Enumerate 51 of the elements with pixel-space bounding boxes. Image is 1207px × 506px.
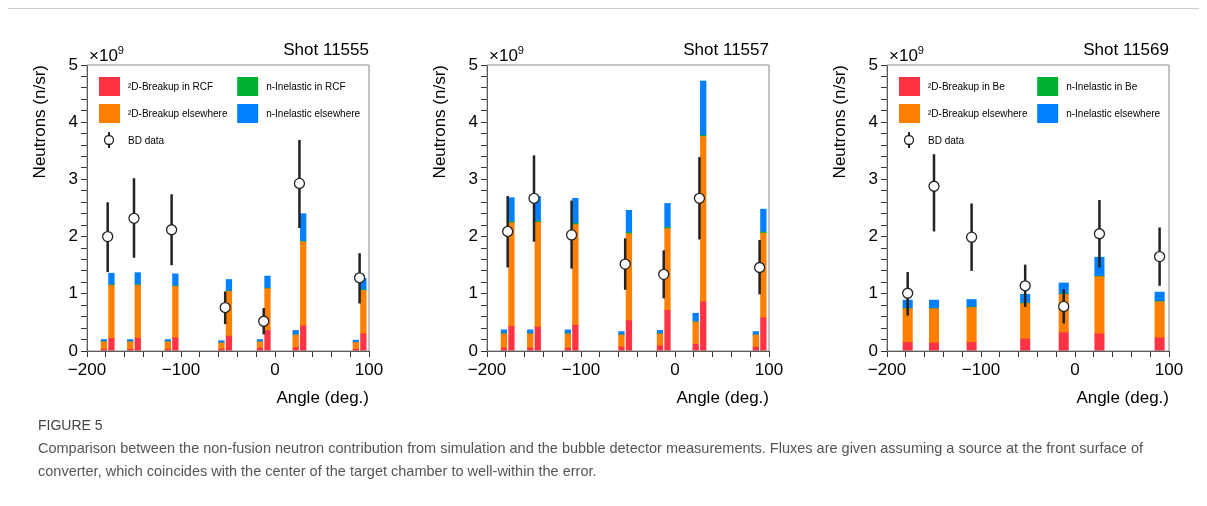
y-tick-label: 4: [868, 111, 878, 131]
legend-label: ²D-Breakup in Be: [928, 80, 1006, 92]
y-tick-label: 2: [468, 226, 478, 246]
y-tick-label: 2: [68, 226, 78, 246]
y-tick-label: 4: [468, 111, 478, 131]
chart-title: Shot 11555: [283, 40, 369, 59]
text: Comparison between the non-fusion neutron contribution from simulation and the bubble detector measurements. Fluxes are given assuming a source at the front surface of converter, which coincides with the center of the target chamber to well-within the error.: [38, 439, 1145, 481]
legend-label: n-Inelastic elsewhere: [1066, 107, 1161, 119]
x-axis-title: Angle (deg.): [676, 388, 769, 408]
legend-label: n-Inelastic elsewhere: [266, 107, 361, 119]
x-tick-label: −200: [67, 359, 107, 379]
x-tick-label: −200: [467, 359, 507, 379]
x-tick-label: 0: [270, 359, 280, 379]
x-tick-label: −100: [561, 359, 601, 379]
legend-label: BD data: [928, 134, 965, 146]
x-tick-label: 100: [754, 359, 784, 379]
y-axis-title: Neutrons (n/sr): [429, 65, 449, 179]
y-tick-label: 5: [868, 54, 878, 74]
y-axis-title: Neutrons (n/sr): [29, 65, 49, 179]
legend-label: ²D-Breakup elsewhere: [128, 107, 228, 119]
x-tick-label: −100: [961, 359, 1001, 379]
y-tick-label: 2: [868, 226, 878, 246]
legend-label: BD data: [128, 134, 165, 146]
y-axis-title: Neutrons (n/sr): [829, 65, 849, 179]
x-tick-label: 100: [354, 359, 384, 379]
legend-label: n-Inelastic in Be: [1066, 80, 1138, 92]
y-tick-label: 1: [868, 283, 878, 303]
y-tick-label: 0: [468, 340, 478, 360]
x-tick-label: −200: [867, 359, 907, 379]
y-tick-label: 3: [68, 169, 78, 189]
y-tick-label: 1: [468, 283, 478, 303]
y-tick-label: 3: [868, 169, 878, 189]
y-tick-label: 0: [868, 340, 878, 360]
y-tick-label: 5: [68, 54, 78, 74]
x-tick-label: 100: [1154, 359, 1184, 379]
caption: FIGURE 5: [38, 417, 104, 433]
x-axis-title: Angle (deg.): [276, 388, 369, 408]
y-tick-label: 3: [468, 169, 478, 189]
chart-title: Shot 11557: [683, 40, 769, 59]
y-tick-label: 1: [68, 283, 78, 303]
y-tick-label: 0: [68, 340, 78, 360]
chart-title: Shot 11569: [1083, 40, 1169, 59]
legend-label: n-Inelastic in RCF: [266, 80, 346, 92]
legend-label: ²D-Breakup elsewhere: [928, 107, 1028, 119]
legend-label: ²D-Breakup in RCF: [128, 80, 214, 92]
x-tick-label: 0: [1070, 359, 1080, 379]
y-tick-label: 4: [68, 111, 78, 131]
x-tick-label: 0: [670, 359, 680, 379]
x-axis-title: Angle (deg.): [1076, 388, 1169, 408]
x-tick-label: −100: [161, 359, 201, 379]
y-tick-label: 5: [468, 54, 478, 74]
